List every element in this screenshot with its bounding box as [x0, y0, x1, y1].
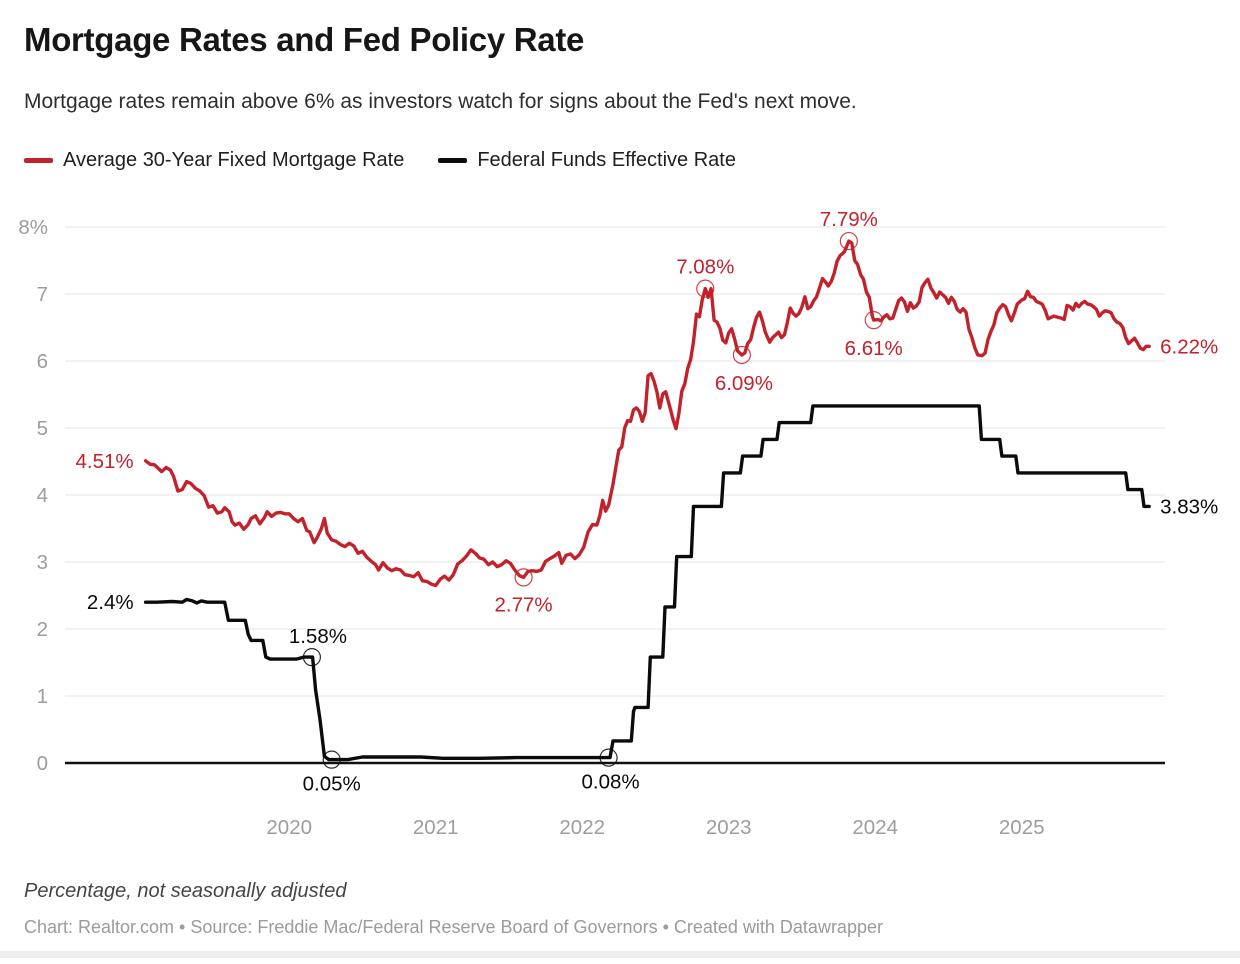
annotation-label-7.79%: 7.79%	[820, 208, 878, 231]
y-tick-label-8: 8%	[18, 216, 48, 239]
y-tick-label-4: 4	[37, 484, 48, 507]
legend-item-mortgage-rate: Average 30-Year Fixed Mortgage Rate	[24, 149, 404, 172]
legend-swatch-black-line-icon	[438, 158, 468, 163]
x-tick-label-2021: 2021	[413, 816, 459, 839]
x-tick-label-2020: 2020	[266, 816, 312, 839]
annotation-marker-7.08%	[696, 279, 715, 298]
y-tick-label-3: 3	[37, 551, 48, 574]
annotation-marker-0.08%	[599, 748, 618, 767]
x-tick-label-2024: 2024	[852, 816, 898, 839]
x-tick-label-2025: 2025	[999, 816, 1045, 839]
y-tick-label-1: 1	[37, 685, 48, 708]
x-tick-label-2023: 2023	[706, 816, 752, 839]
annotation-label-2.77%: 2.77%	[495, 593, 553, 616]
y-tick-label-7: 7	[37, 283, 48, 306]
annotation-marker-2.77%	[514, 568, 533, 587]
chart-footnote: Percentage, not seasonally adjusted	[24, 880, 347, 902]
annotation-marker-7.79%	[839, 231, 858, 251]
legend-swatch-red-line-icon	[24, 158, 53, 163]
x-tick-label-2022: 2022	[559, 816, 605, 839]
page-title: Mortgage Rates and Fed Policy Rate	[24, 21, 585, 58]
annotation-label-1.58%: 1.58%	[289, 625, 347, 648]
y-tick-label-5: 5	[37, 417, 48, 440]
y-tick-label-6: 6	[37, 350, 48, 373]
annotation-label-6.09%: 6.09%	[715, 372, 773, 395]
legend-label-mortgage-rate: Average 30-Year Fixed Mortgage Rate	[63, 149, 405, 171]
mortgage-rate-line	[143, 239, 1151, 588]
annotation-marker-0.05%	[322, 750, 341, 769]
annotation-label-3.83%: 3.83%	[1160, 495, 1218, 518]
annotation-label-7.08%: 7.08%	[676, 256, 734, 279]
annotation-label-0.05%: 0.05%	[303, 773, 361, 796]
chart-credit-line: Chart: Realtor.com • Source: Freddie Mac…	[24, 917, 883, 937]
legend-label-fed-funds-rate: Federal Funds Effective Rate	[477, 149, 736, 171]
annotation-label-2.4%: 2.4%	[87, 591, 134, 614]
legend-item-fed-funds-rate: Federal Funds Effective Rate	[438, 149, 736, 172]
y-tick-label-0: 0	[37, 752, 48, 775]
y-tick-label-2: 2	[37, 618, 48, 641]
annotation-label-0.08%: 0.08%	[581, 771, 639, 794]
annotation-marker-1.58%	[302, 648, 322, 667]
annotation-marker-6.09%	[732, 345, 751, 365]
annotation-label-4.51%: 4.51%	[75, 450, 133, 473]
annotation-marker-6.61%	[864, 311, 883, 330]
bottom-divider	[0, 951, 1240, 958]
annotation-label-6.61%: 6.61%	[845, 337, 903, 360]
annotation-label-6.22%: 6.22%	[1160, 335, 1218, 358]
fed-funds-rate-line	[143, 404, 1151, 762]
chart-subtitle: Mortgage rates remain above 6% as invest…	[24, 90, 857, 113]
legend: Average 30-Year Fixed Mortgage Rate Fede…	[24, 149, 736, 172]
